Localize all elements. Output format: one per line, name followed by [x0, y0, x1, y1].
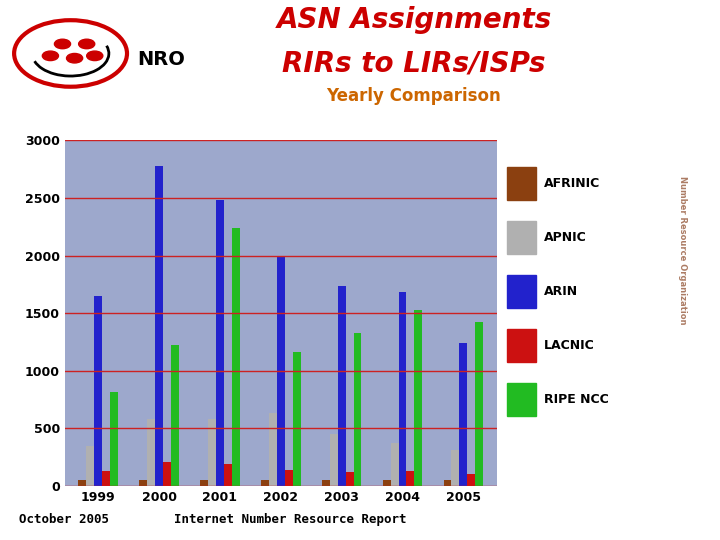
Bar [148, 419, 155, 486]
Bar [459, 343, 467, 486]
Text: ASN Assignments: ASN Assignments [276, 6, 552, 34]
Text: AFRINIC: AFRINIC [544, 177, 600, 190]
Circle shape [42, 51, 58, 60]
Text: October 2005: October 2005 [19, 513, 109, 526]
Bar [277, 255, 284, 486]
Circle shape [78, 39, 95, 49]
Bar [261, 480, 269, 486]
Bar [330, 434, 338, 486]
Bar [354, 333, 361, 486]
Bar [94, 296, 102, 486]
Bar [284, 470, 292, 486]
Bar [338, 286, 346, 486]
Bar [507, 275, 536, 308]
Text: APNIC: APNIC [544, 231, 587, 244]
Bar [102, 471, 110, 486]
Bar [163, 462, 171, 486]
Bar [507, 383, 536, 416]
Text: RIPE NCC: RIPE NCC [544, 393, 609, 406]
Text: Internet Number Resource Report: Internet Number Resource Report [174, 513, 406, 526]
Circle shape [86, 51, 103, 60]
Bar [200, 480, 208, 486]
Bar [208, 419, 216, 486]
Bar [269, 414, 277, 486]
Bar [414, 310, 422, 486]
Bar [467, 475, 475, 486]
Circle shape [66, 53, 83, 63]
Bar [224, 464, 232, 486]
Bar [383, 480, 391, 486]
Bar [140, 480, 148, 486]
Bar [292, 353, 300, 486]
Circle shape [55, 39, 71, 49]
Bar [444, 480, 451, 486]
Bar [475, 322, 483, 486]
Bar [391, 443, 399, 486]
Bar [171, 346, 179, 486]
Bar [78, 480, 86, 486]
Bar [507, 329, 536, 362]
Bar [216, 200, 224, 486]
Bar [399, 293, 407, 486]
Bar [507, 221, 536, 254]
Bar [346, 472, 354, 486]
Bar [110, 392, 118, 486]
Text: LACNIC: LACNIC [544, 339, 595, 352]
Bar [232, 228, 240, 486]
Bar [86, 446, 94, 486]
Bar [322, 480, 330, 486]
Text: NRO: NRO [137, 50, 185, 69]
Bar [407, 471, 414, 486]
Bar [507, 167, 536, 200]
Text: Number Resource Organization: Number Resource Organization [678, 176, 687, 324]
Bar [451, 450, 459, 486]
Bar [155, 166, 163, 486]
Text: Yearly Comparison: Yearly Comparison [327, 86, 501, 105]
Text: ARIN: ARIN [544, 285, 578, 298]
Text: RIRs to LIRs/ISPs: RIRs to LIRs/ISPs [282, 50, 546, 78]
